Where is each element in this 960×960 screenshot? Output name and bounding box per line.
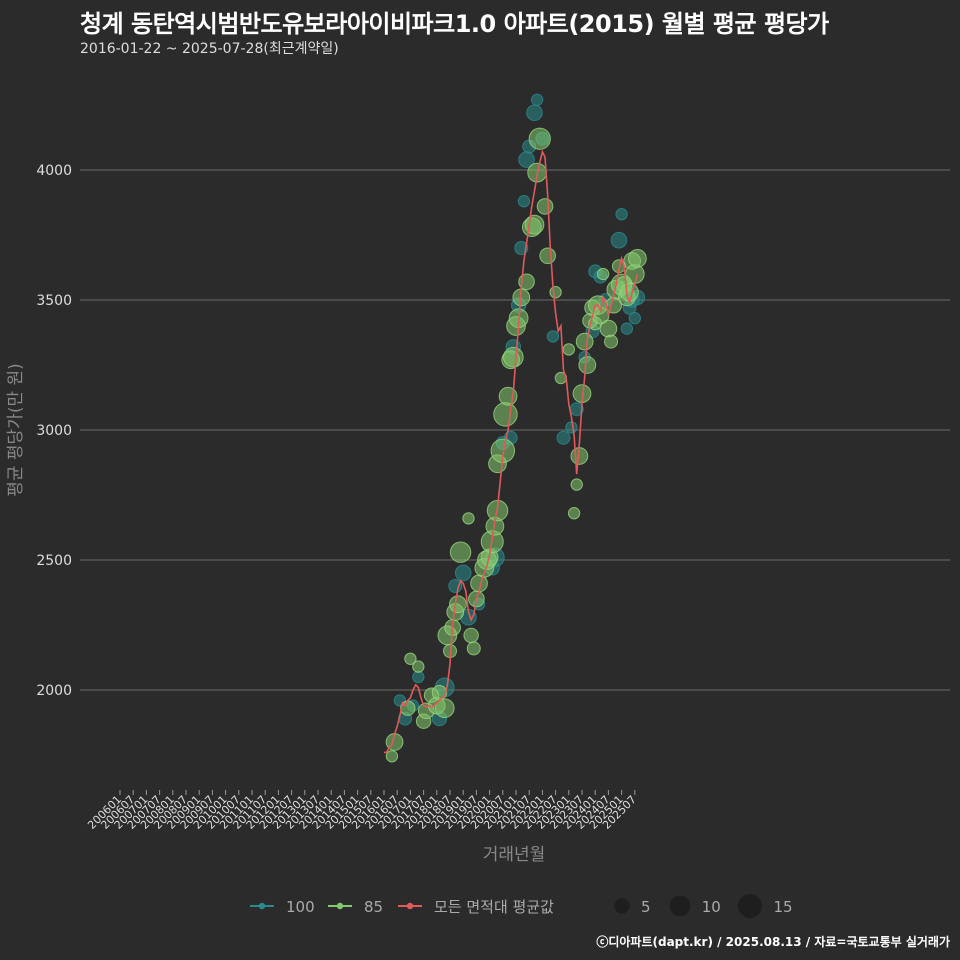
point-100-3 — [412, 670, 425, 684]
point-85-43 — [539, 247, 556, 265]
point-100-23 — [546, 330, 560, 343]
y-tick-label-3000: 3000 — [36, 423, 72, 439]
point-85-51 — [575, 332, 594, 351]
point-85-1 — [385, 750, 399, 763]
point-100-20 — [526, 104, 543, 122]
legend-size-label-1: 10 — [702, 898, 721, 916]
chart-title: 청계 동탄역시범반도유보라아이비파크1.0 아파트(2015) 월별 평균 평당… — [80, 10, 829, 38]
point-100-21 — [530, 93, 544, 106]
point-85-52 — [578, 356, 597, 374]
series-85-points — [385, 127, 647, 763]
point-85-3 — [404, 652, 417, 665]
point-85-18 — [463, 627, 479, 644]
y-tick-label-4000: 4000 — [36, 163, 72, 179]
point-85-69 — [624, 264, 645, 284]
point-100-24 — [556, 430, 571, 445]
point-100-32 — [610, 231, 628, 249]
point-85-17 — [462, 512, 475, 525]
y-tick-label-2500: 2500 — [36, 553, 72, 569]
source-footer: ⓒ디아파트(dapt.kr) / 2025.08.13 / 자료=국토교통부 실… — [596, 935, 950, 949]
point-100-25 — [565, 421, 578, 434]
point-85-48 — [570, 478, 583, 491]
legend-size-label-2: 15 — [773, 898, 792, 916]
point-85-41 — [528, 127, 551, 150]
point-85-10 — [434, 698, 455, 719]
point-100-35 — [620, 322, 634, 335]
legend-label-1: 85 — [364, 898, 383, 916]
point-85-31 — [498, 386, 518, 406]
chart-subtitle: 2016-01-22 ~ 2025-07-28(최근계약일) — [80, 41, 339, 57]
legend: 100 85 모든 면적대 평균값 5 10 15 — [250, 894, 793, 918]
point-85-60 — [604, 334, 619, 349]
y-tick-labels: 2000 2500 3000 3500 4000 — [36, 163, 72, 699]
point-85-33 — [503, 346, 524, 368]
point-85-58 — [596, 267, 610, 281]
point-85-47 — [567, 507, 581, 520]
point-85-44 — [549, 286, 562, 299]
mean-line — [384, 149, 639, 754]
point-85-9 — [431, 684, 448, 701]
legend-dot-1 — [336, 902, 344, 910]
series-100-points — [393, 93, 646, 727]
point-100-16 — [514, 240, 529, 256]
point-100-17 — [517, 195, 531, 208]
point-85-16 — [449, 541, 472, 563]
point-85-46 — [562, 343, 575, 356]
point-100-7 — [454, 564, 472, 582]
point-100-38 — [628, 312, 641, 325]
y-tick-label-2000: 2000 — [36, 683, 72, 699]
point-85-59 — [599, 319, 618, 338]
point-100-33 — [615, 208, 628, 221]
grid-lines — [80, 169, 950, 691]
legend-size-dot-0 — [614, 898, 630, 914]
legend-label-2: 모든 면적대 평균값 — [434, 898, 554, 916]
legend-size-dot-2 — [738, 894, 762, 918]
point-85-15 — [449, 595, 467, 614]
point-85-30 — [493, 402, 518, 427]
legend-dot-2 — [406, 902, 414, 910]
legend-size-dot-1 — [669, 895, 691, 917]
point-85-19 — [466, 641, 481, 656]
legend-size-label-0: 5 — [641, 898, 651, 916]
legend-dot-0 — [258, 902, 266, 910]
point-85-4 — [412, 660, 425, 673]
x-tick-labels: 2006012006072007012007072008012008072009… — [85, 790, 639, 832]
point-85-70 — [628, 249, 647, 268]
point-85-42 — [536, 198, 554, 215]
x-axis-label: 거래년월 — [483, 845, 546, 865]
y-axis-label: 평균 평당가(만 원) — [6, 363, 26, 497]
y-tick-label-3500: 3500 — [36, 293, 72, 309]
point-85-67 — [620, 282, 639, 302]
legend-label-0: 100 — [286, 898, 315, 916]
